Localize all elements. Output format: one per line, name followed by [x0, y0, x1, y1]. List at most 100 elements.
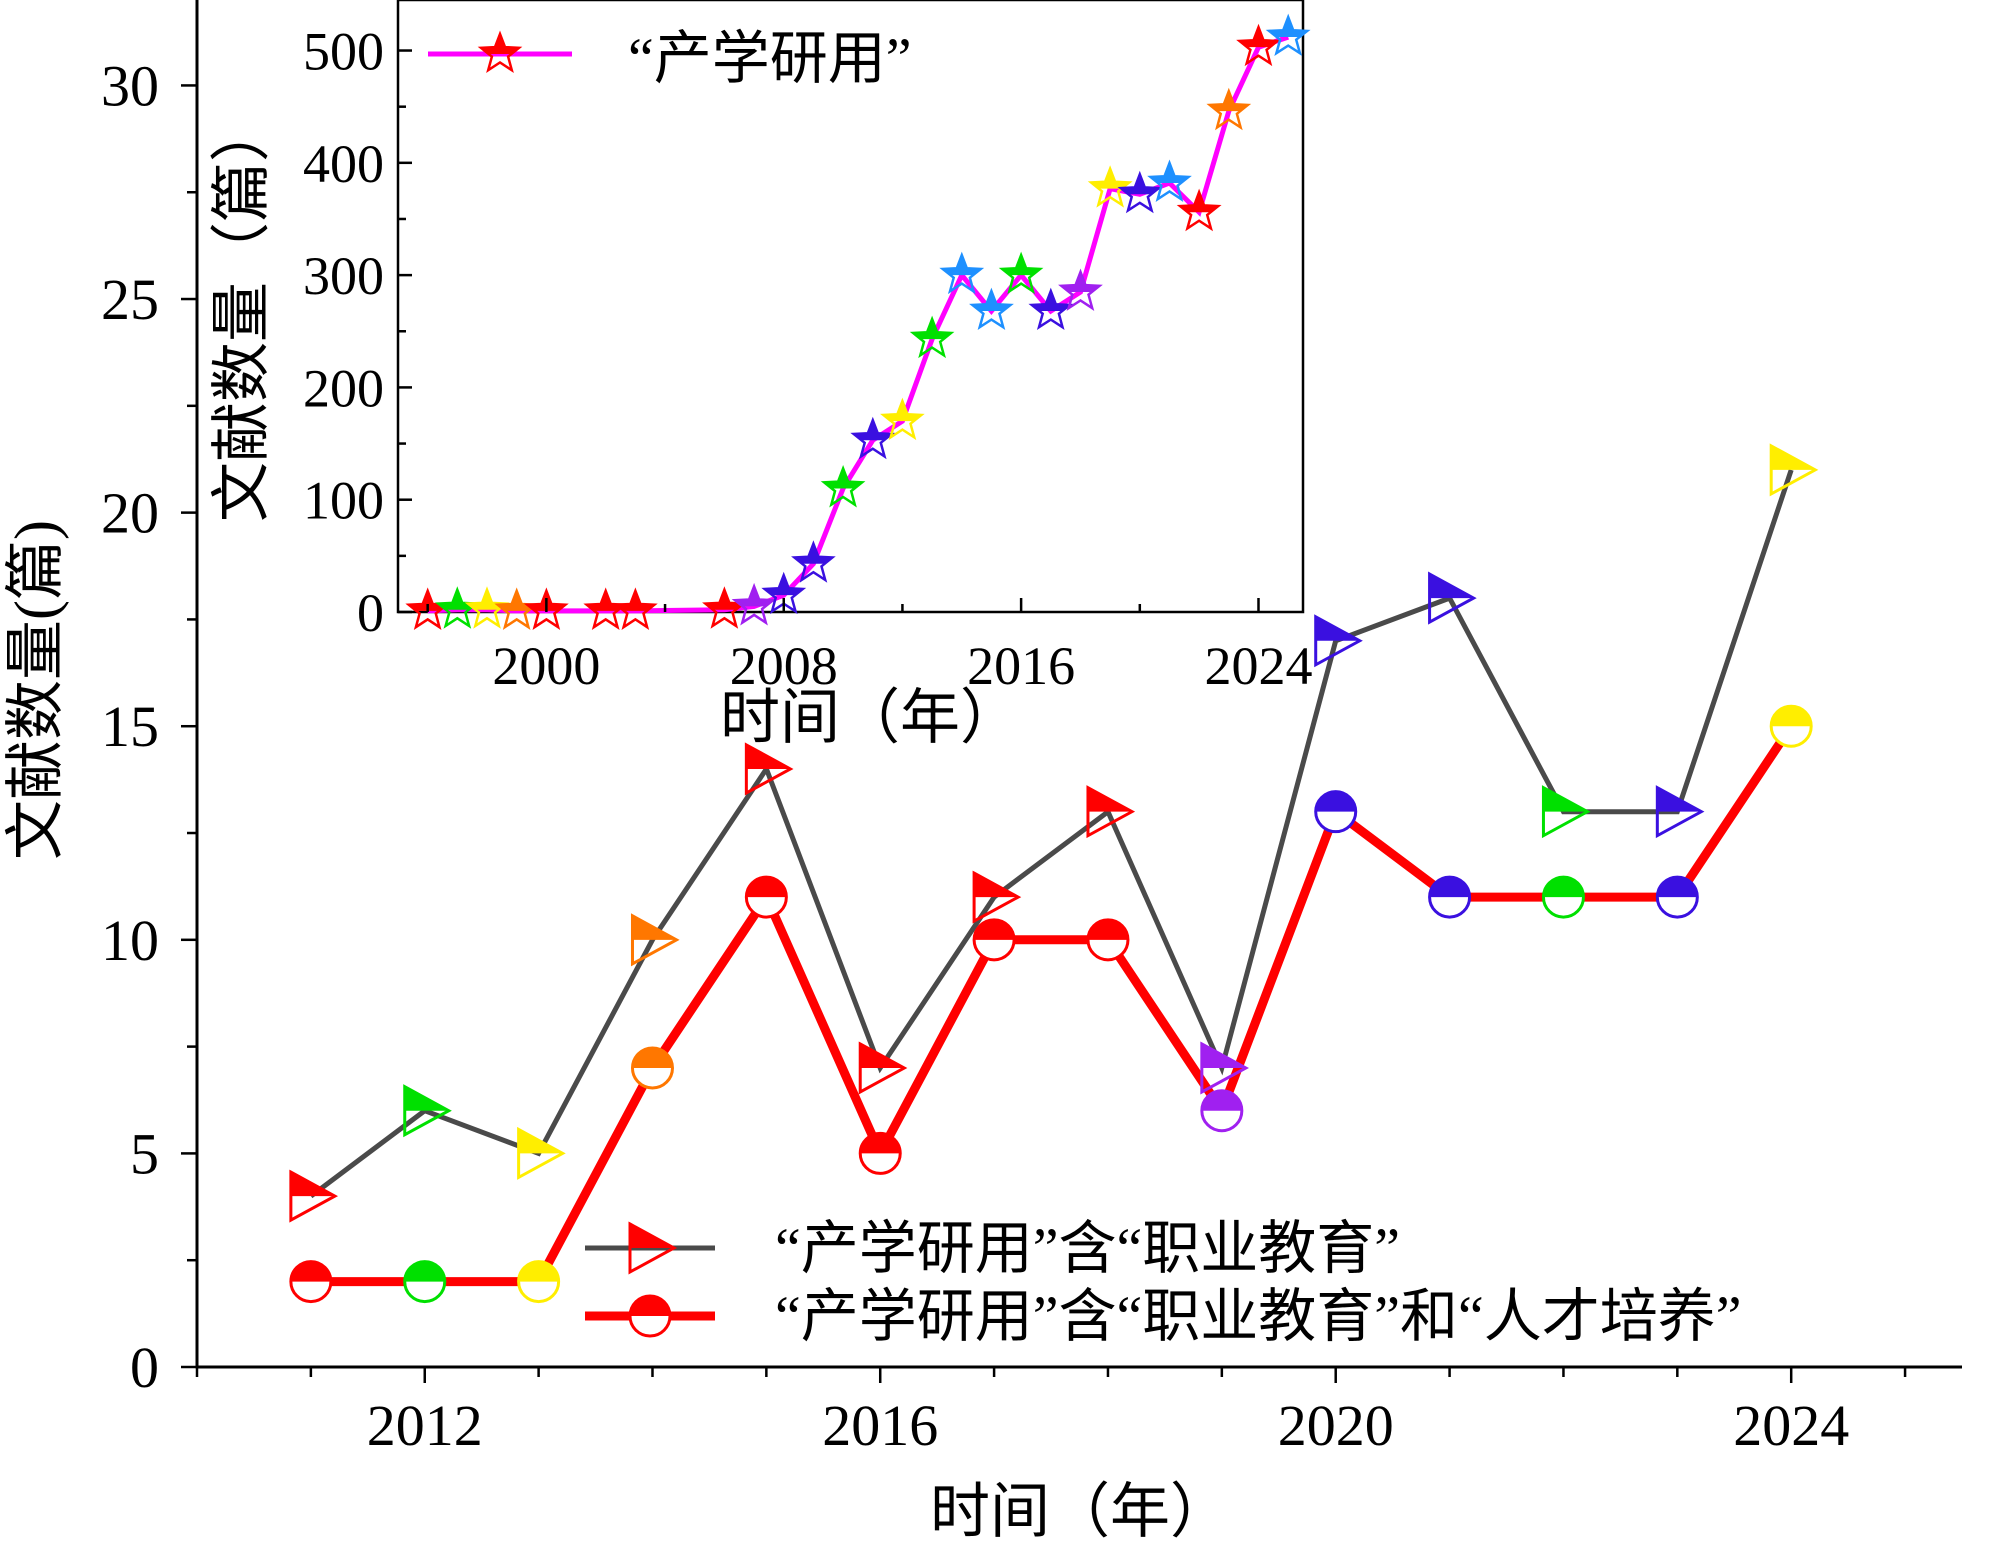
main-series-1-point-2022-outline — [1541, 785, 1591, 839]
inset-point-2014 — [939, 251, 985, 295]
main-series-2-point-2019 — [1200, 1089, 1244, 1133]
main-y-tick-label: 20 — [101, 481, 159, 546]
inset-point-2020-outline — [1117, 170, 1163, 214]
main-series-1-line — [309, 469, 1794, 1199]
main-series-2-point-2023 — [1655, 875, 1699, 919]
inset-point-2007-fill — [735, 586, 774, 607]
inset-point-2016-fill — [1002, 255, 1041, 276]
main-series-1-point-2012 — [403, 1084, 452, 1138]
inset-x-axis-label: 时间（年） — [720, 685, 1020, 751]
main-series-2-point-2014 — [630, 1046, 674, 1090]
inset-axes-frame — [396, 0, 1305, 614]
inset-point-2017-outline — [1028, 287, 1074, 331]
main-series-1-point-2014-outline — [630, 913, 680, 967]
main-y-tick-label: 25 — [101, 267, 159, 332]
inset-point-2010-outline — [820, 464, 866, 508]
legend-item-series-2: “产学研用”含“职业教育”和“人才培养” — [585, 1284, 1741, 1349]
main-series-2-point-2016 — [858, 1131, 902, 1175]
main-series-2-point-2016-outline — [858, 1131, 902, 1175]
main-series-2-point-2018 — [1086, 918, 1130, 962]
inset-legend-label: “产学研用” — [628, 26, 912, 91]
main-x-tick-label: 2012 — [367, 1393, 483, 1458]
legend-marker-half-circle-fill — [630, 1296, 670, 1316]
main-series-2-point-2015-outline — [744, 875, 788, 919]
inset-point-2017 — [1028, 287, 1074, 331]
main-plot-area — [195, 0, 1962, 1369]
main-series-1-point-2021-outline — [1428, 571, 1477, 625]
main-series-2-point-2012 — [403, 1260, 447, 1304]
main-series-1-point-2016 — [858, 1041, 908, 1095]
inset-x-tick-label: 2008 — [730, 636, 838, 696]
main-series-1-point-2015-outline — [744, 742, 794, 796]
main-y-tick-label: 0 — [130, 1335, 159, 1400]
inset-point-2010 — [820, 464, 866, 508]
inset-point-2012-fill — [883, 401, 922, 422]
main-series-1-point-2023-outline — [1655, 785, 1705, 839]
inset-background — [398, 0, 1303, 612]
main-x-axis-label: 时间（年） — [930, 1479, 1230, 1542]
main-series-2-point-2020 — [1314, 790, 1358, 834]
main-series-2-point-2014-outline — [630, 1046, 674, 1090]
inset-point-2022-outline — [1176, 188, 1222, 232]
inset-point-2015-outline — [969, 287, 1014, 331]
inset-point-2024-outline — [1236, 23, 1281, 67]
inset-x-tick-label: 2016 — [967, 636, 1075, 696]
inset-point-2020-fill — [1120, 174, 1159, 195]
inset-x-tick-label: 2000 — [492, 636, 600, 696]
inset-y-tick-label: 0 — [357, 583, 384, 643]
inset-point-2013-outline — [909, 315, 955, 359]
inset-point-2023 — [1206, 87, 1252, 131]
inset-point-2021-fill — [1150, 163, 1189, 184]
main-series-2-point-2024 — [1769, 704, 1813, 748]
main-series-2-point-2016-fill — [860, 1133, 901, 1154]
main-y-tick-label: 10 — [101, 908, 159, 973]
inset-point-2009-outline — [791, 540, 836, 583]
inset-point-2010-fill — [824, 468, 863, 489]
inset-point-2020 — [1117, 170, 1163, 214]
inset-point-2011-fill — [853, 420, 892, 441]
main-series-1-point-2020 — [1314, 614, 1363, 668]
inset-legend: “产学研用” — [428, 26, 912, 91]
main-series-2-point-2022-fill — [1543, 877, 1584, 898]
inset-point-2025-outline — [1265, 13, 1311, 57]
inset-point-2025 — [1265, 13, 1311, 57]
main-series-1-point-2013 — [517, 1126, 566, 1180]
inset-point-2018-fill — [1061, 272, 1100, 292]
inset-chart: 2000 2008 2016 2024 0 100 200 300 400 500 时间（年） 文… — [209, 0, 1312, 751]
inset-series-markers — [405, 13, 1311, 630]
inset-legend-star-outline — [477, 30, 523, 74]
inset-point-2022-fill — [1180, 192, 1219, 213]
inset-point-2021 — [1147, 159, 1192, 203]
main-series-2-point-2021-outline — [1428, 875, 1472, 919]
main-y-tick-label: 30 — [101, 53, 159, 118]
main-series-1-point-2012-outline — [403, 1084, 452, 1138]
main-series-2-point-2020-outline — [1314, 790, 1358, 834]
inset-point-1996-fill — [408, 590, 447, 611]
main-series-1-point-2011-outline — [289, 1169, 339, 1223]
main-series-1-point-2016-outline — [858, 1041, 908, 1095]
inset-point-2016-outline — [998, 251, 1044, 295]
main-series-1-point-2022 — [1541, 785, 1591, 839]
inset-point-2011-outline — [850, 416, 896, 460]
inset-ticks: 2000 2008 2016 2024 0 100 200 300 400 500 — [303, 22, 1312, 696]
main-series-2-point-2012-outline — [403, 1260, 447, 1304]
inset-point-2016 — [998, 251, 1044, 295]
inset-point-2007-outline — [731, 582, 777, 626]
main-series-2-point-2018-fill — [1087, 919, 1128, 940]
main-series-1-point-2013-outline — [517, 1126, 566, 1180]
main-series-1-point-2018 — [1086, 785, 1136, 839]
inset-point-2009 — [791, 540, 836, 583]
main-series-1-point-2017 — [972, 870, 1022, 924]
inset-point-2018-outline — [1058, 268, 1103, 311]
legend-label-series-2: “产学研用”含“职业教育”和“人才培养” — [775, 1284, 1741, 1349]
inset-point-2017-fill — [1031, 291, 1070, 312]
main-series-1-point-2021 — [1428, 571, 1477, 625]
main-series-1-point-2023 — [1655, 785, 1705, 839]
inset-point-2002-fill — [586, 590, 625, 611]
inset-point-2013 — [909, 315, 955, 359]
inset-point-2000-outline — [523, 587, 569, 630]
inset-point-2003-outline — [613, 587, 658, 630]
inset-point-2006-fill — [705, 589, 744, 610]
main-series-2-point-2020-fill — [1315, 791, 1356, 812]
